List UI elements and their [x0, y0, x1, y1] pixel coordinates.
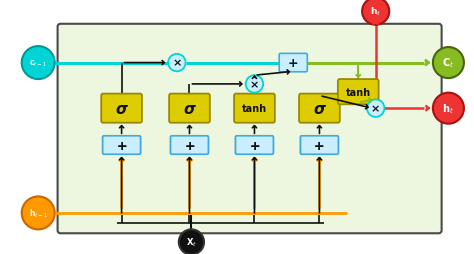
Text: ×: × — [250, 80, 259, 90]
Text: ×: × — [172, 58, 182, 68]
FancyBboxPatch shape — [171, 136, 209, 155]
Text: +: + — [314, 139, 325, 152]
Circle shape — [179, 229, 204, 254]
FancyBboxPatch shape — [299, 94, 340, 123]
Circle shape — [433, 48, 464, 79]
Circle shape — [246, 76, 263, 93]
Text: tanh: tanh — [242, 104, 267, 114]
FancyBboxPatch shape — [171, 136, 209, 155]
FancyBboxPatch shape — [101, 94, 142, 123]
Text: +: + — [116, 139, 127, 152]
FancyBboxPatch shape — [301, 136, 338, 155]
FancyBboxPatch shape — [169, 94, 210, 123]
Text: ×: × — [371, 104, 380, 114]
FancyBboxPatch shape — [301, 136, 338, 155]
Text: h$_t$: h$_t$ — [442, 102, 455, 116]
Text: +: + — [184, 139, 195, 152]
Circle shape — [367, 100, 384, 117]
FancyBboxPatch shape — [236, 136, 273, 155]
Circle shape — [433, 93, 464, 124]
FancyBboxPatch shape — [236, 136, 273, 155]
Circle shape — [168, 55, 186, 72]
Text: h$_t$: h$_t$ — [370, 6, 381, 18]
Text: +: + — [249, 139, 260, 152]
FancyBboxPatch shape — [279, 54, 307, 72]
Text: X$_t$: X$_t$ — [186, 236, 197, 248]
FancyBboxPatch shape — [338, 80, 379, 105]
FancyBboxPatch shape — [103, 136, 140, 155]
Text: σ: σ — [116, 101, 128, 116]
Circle shape — [22, 197, 55, 229]
Text: +: + — [116, 139, 127, 152]
Text: h$_{t-1}$: h$_{t-1}$ — [28, 207, 48, 219]
Text: +: + — [288, 57, 299, 70]
Text: σ: σ — [313, 101, 325, 116]
Circle shape — [362, 0, 389, 26]
Text: c$_{t-1}$: c$_{t-1}$ — [29, 58, 47, 69]
Text: tanh: tanh — [346, 87, 371, 97]
FancyBboxPatch shape — [57, 25, 442, 233]
Text: +: + — [184, 139, 195, 152]
Circle shape — [22, 47, 55, 80]
FancyBboxPatch shape — [103, 136, 140, 155]
Text: +: + — [249, 139, 260, 152]
Text: C$_t$: C$_t$ — [442, 56, 455, 70]
Text: +: + — [314, 139, 325, 152]
Text: σ: σ — [183, 101, 195, 116]
FancyBboxPatch shape — [234, 94, 275, 123]
